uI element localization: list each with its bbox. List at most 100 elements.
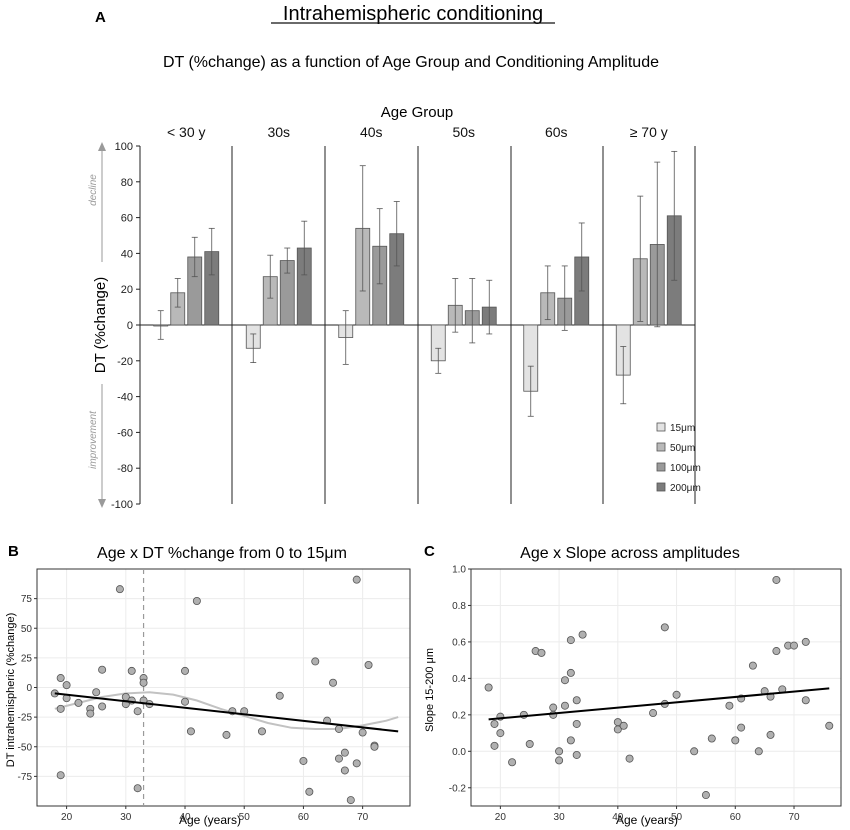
data-point [572,750,581,759]
data-point [772,575,781,584]
panel-a-y-tick-label: 80 [121,177,133,189]
regression-line [488,687,830,721]
figure-subtitle: DT (%change) as a function of Age Group … [163,54,659,71]
panel-a-y-tick-label: 20 [121,284,133,296]
y-tick-label: 0.8 [452,601,466,612]
plot-frame [470,568,842,807]
data-point [352,759,361,768]
data-point [555,756,564,765]
data-point [572,696,581,705]
data-point [748,661,757,670]
panel-a-bar-chart: Age Group DT (%change) decline improveme… [88,104,701,511]
data-point [86,709,95,718]
panel-b-scatter: B Age x DT %change from 0 to 15μm Age (y… [5,543,411,827]
data-point [560,676,569,685]
data-point [566,668,575,677]
legend-swatch-200μm [656,482,666,492]
data-point [275,691,284,700]
data-point [346,796,355,805]
data-point [766,730,775,739]
legend-label: 100μm [670,463,701,474]
panel-a-y-tick-label: 40 [121,248,133,260]
y-tick-label: 75 [21,594,33,605]
data-point [560,701,569,710]
figure-title: Intrahemispheric conditioning [283,3,543,25]
data-point [334,754,343,763]
data-point [370,742,379,751]
age-group-label: 30s [267,124,290,140]
panel-a-y-tick-label: -80 [117,463,133,475]
data-point [257,727,266,736]
data-point [133,707,142,716]
data-point [613,725,622,734]
data-point [62,681,71,690]
data-point [549,703,558,712]
x-tick-label: 30 [120,812,132,823]
data-point [801,696,810,705]
panel-a-y-tick-label: 60 [121,213,133,225]
data-point [725,701,734,710]
data-point [305,787,314,796]
data-point [490,719,499,728]
data-point [127,666,136,675]
data-point [672,690,681,699]
age-group-label: < 30 y [167,124,206,140]
y-tick-label: 50 [21,624,33,635]
x-tick-label: 70 [788,812,800,823]
data-point [133,784,142,793]
data-point [690,747,699,756]
data-point [98,702,107,711]
panel-b-xlabel: Age (years) [179,813,241,827]
data-point [364,660,373,669]
legend-swatch-15μm [656,422,666,432]
y-tick-label: -25 [18,713,33,724]
panel-a-y-tick-label: -60 [117,427,133,439]
x-tick-label: 50 [239,812,251,823]
data-point [311,657,320,666]
panel-b-title: Age x DT %change from 0 to 15μm [97,545,347,562]
data-point [566,736,575,745]
x-tick-label: 70 [357,812,369,823]
legend-swatch-100μm [656,462,666,472]
data-point [790,641,799,650]
panel-a-y-tick-label: -20 [117,356,133,368]
x-tick-label: 40 [612,812,624,823]
legend-label: 15μm [670,423,695,434]
data-point [115,585,124,594]
age-group-label: 60s [545,124,568,140]
data-point [329,678,338,687]
legend-swatch-50μm [656,442,666,452]
data-point [508,758,517,767]
data-point [56,674,65,683]
x-tick-label: 50 [671,812,683,823]
data-point [340,766,349,775]
data-point [649,709,658,718]
data-point [56,771,65,780]
data-point [496,729,505,738]
data-point [701,791,710,800]
data-point [56,704,65,713]
panel-b-ylabel: DT intrahemispheric (%change) [5,613,17,767]
panel-a-y-tick-label: -100 [111,499,133,511]
age-group-label: 40s [360,124,383,140]
data-point [334,724,343,733]
x-tick-label: 60 [298,812,310,823]
data-point [139,678,148,687]
data-point [707,734,716,743]
data-point [98,665,107,674]
data-point [192,596,201,605]
panel-a-y-tick-label: -40 [117,392,133,404]
smoothed-trend-curve [54,691,399,730]
data-point [825,721,834,730]
panel-c-xlabel: Age (years) [616,813,678,827]
data-point [340,748,349,757]
data-point [358,728,367,737]
y-tick-label: -0.2 [449,783,467,794]
panel-a-y-tick-label: 100 [115,141,133,153]
panel-label-a: A [95,9,106,26]
age-group-axis-label: Age Group [381,104,454,121]
data-point [490,741,499,750]
y-tick-label: 25 [21,653,33,664]
data-point [737,723,746,732]
